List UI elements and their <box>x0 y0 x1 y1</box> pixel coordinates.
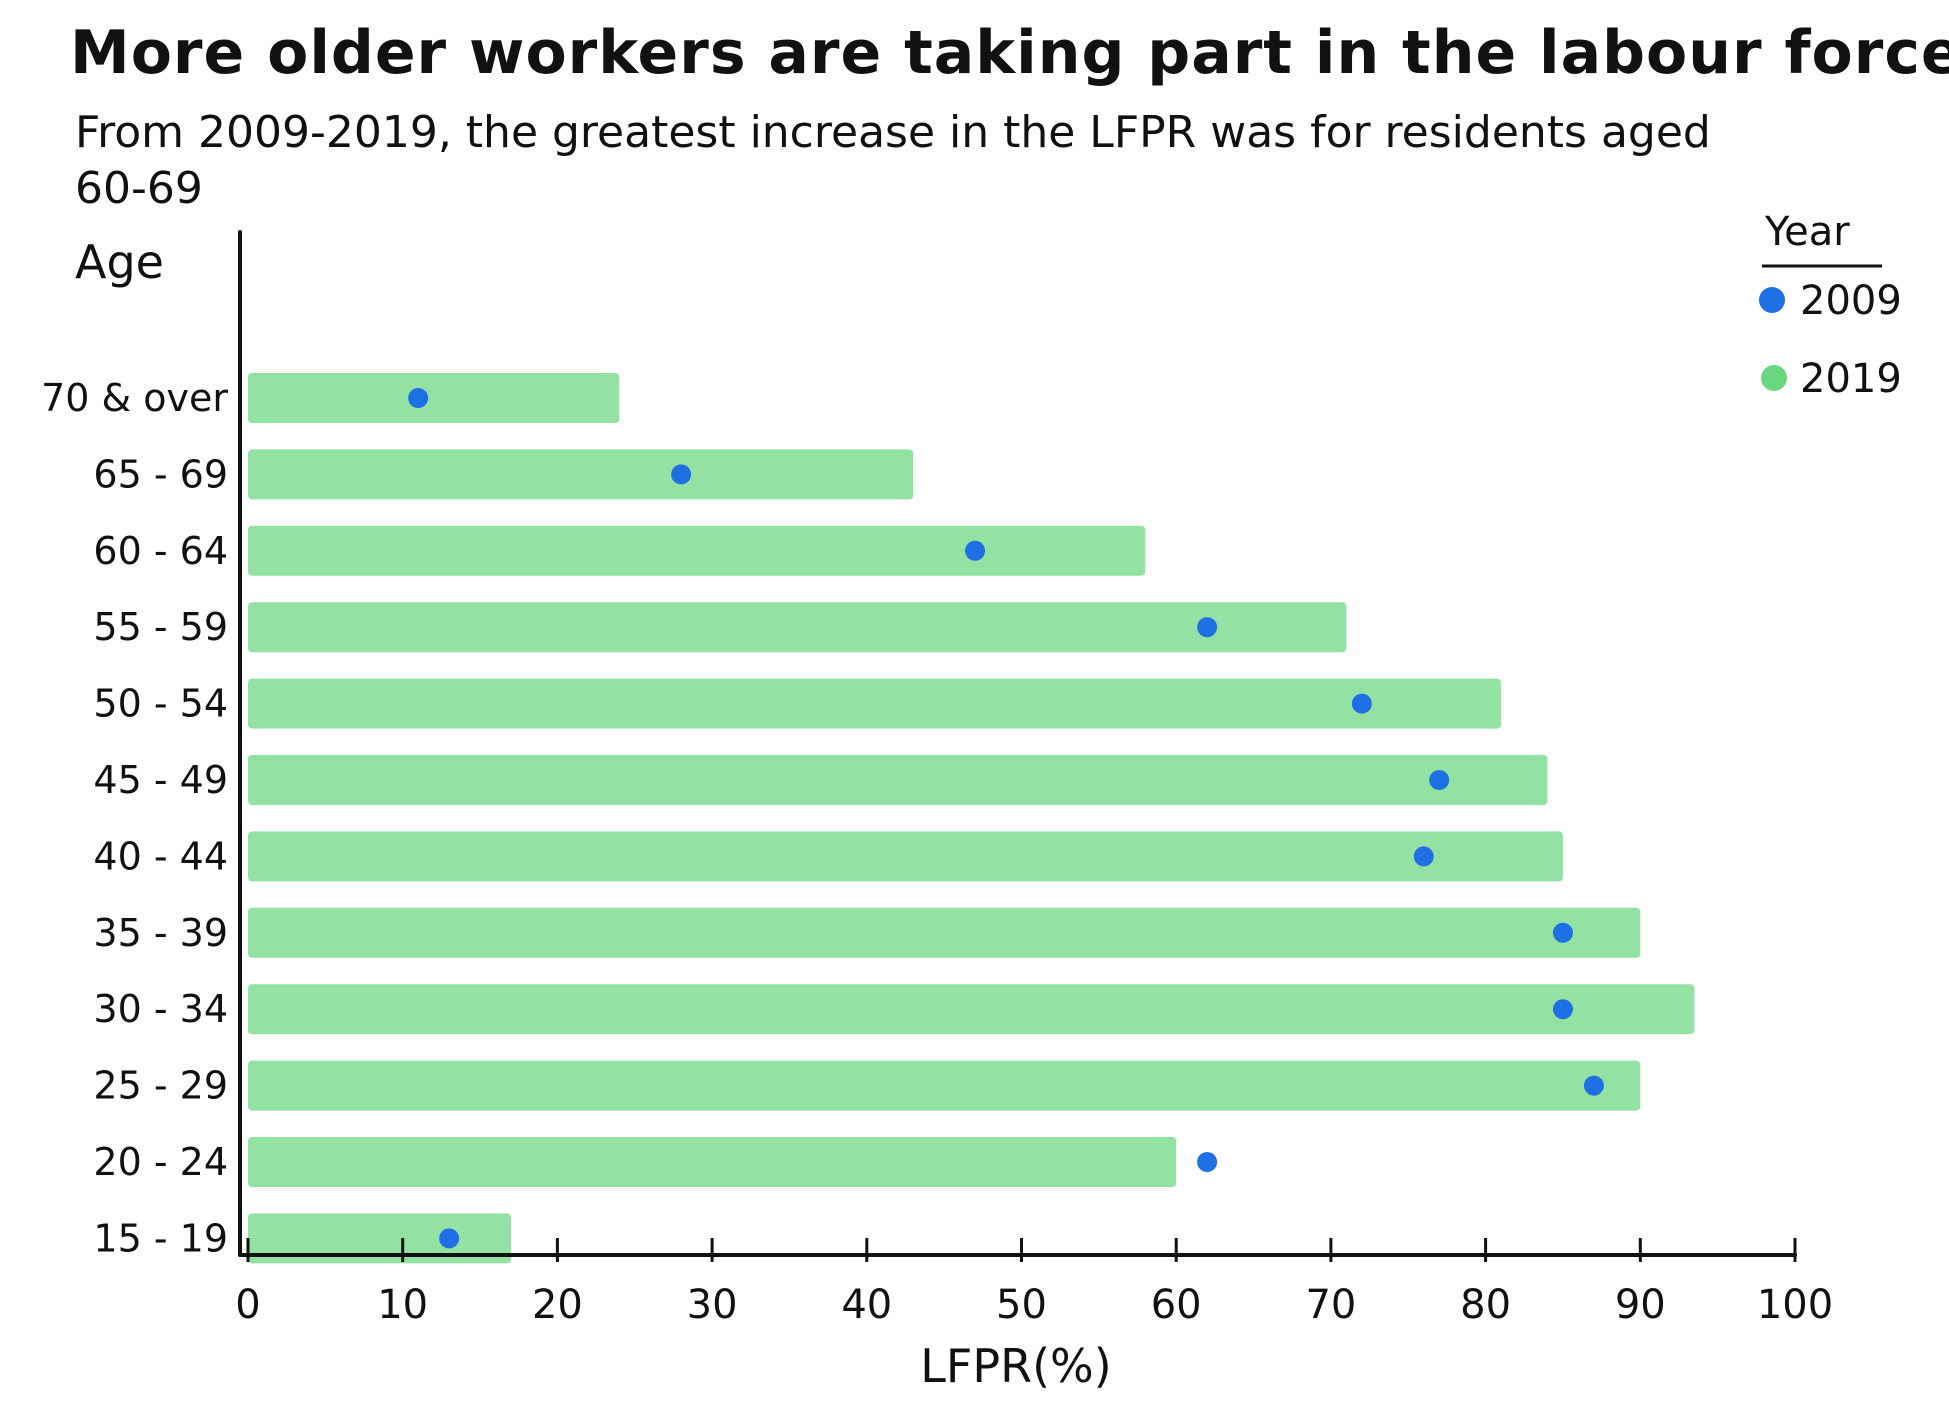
x-tick-label-20: 20 <box>532 1282 583 1328</box>
legend-label-2009: 2009 <box>1800 278 1902 324</box>
x-tick-label-90: 90 <box>1615 1282 1666 1328</box>
bar-2019-2 <box>248 525 1146 576</box>
legend: Year 2009 2019 <box>1759 209 1902 402</box>
category-label-8: 30 - 34 <box>93 987 228 1031</box>
dot-2009-0 <box>408 388 429 408</box>
x-tick-label-30: 30 <box>687 1282 738 1328</box>
x-axis-title: LFPR(%) <box>920 1339 1111 1393</box>
bar-2019-11 <box>248 1213 511 1264</box>
bar-2019-9 <box>248 1060 1641 1111</box>
x-tick-label-10: 10 <box>377 1282 428 1328</box>
bar-2019-5 <box>248 755 1548 805</box>
bars-layer <box>248 373 1695 1264</box>
category-label-9: 25 - 29 <box>93 1064 228 1108</box>
bar-2019-3 <box>248 602 1347 653</box>
x-ticks: 0 10 20 30 40 50 60 70 80 90 100 <box>235 1238 1833 1328</box>
dots-layer <box>408 388 1604 1249</box>
legend-swatch-2009 <box>1759 287 1785 313</box>
legend-swatch-2019 <box>1761 365 1787 391</box>
y-category-labels: 70 & over 65 - 69 60 - 64 55 - 59 50 - 54 45 … <box>41 376 228 1260</box>
bar-2019-1 <box>248 449 914 500</box>
category-label-0: 70 & over <box>41 376 228 420</box>
dot-2009-1 <box>671 464 692 485</box>
legend-title: Year <box>1764 209 1850 255</box>
category-label-6: 40 - 44 <box>93 834 228 878</box>
x-tick-label-0: 0 <box>235 1282 260 1328</box>
dot-2009-5 <box>1429 770 1450 790</box>
bar-2019-10 <box>248 1137 1177 1187</box>
chart-title: More older workers are taking part in th… <box>70 18 1949 88</box>
category-label-1: 65 - 69 <box>93 452 228 496</box>
x-tick-label-60: 60 <box>1151 1282 1202 1328</box>
category-label-4: 50 - 54 <box>93 682 228 726</box>
dot-2009-10 <box>1197 1152 1218 1172</box>
bar-2019-8 <box>248 984 1695 1035</box>
dot-2009-7 <box>1552 922 1573 943</box>
bar-2019-6 <box>248 831 1563 882</box>
dot-2009-4 <box>1351 693 1372 714</box>
x-tick-label-70: 70 <box>1305 1282 1356 1328</box>
bar-2019-4 <box>248 678 1502 729</box>
dot-2009-8 <box>1552 999 1573 1020</box>
y-axis-title: Age <box>75 235 164 289</box>
bar-2019-0 <box>248 373 620 423</box>
chart-subtitle: From 2009-2019, the greatest increase in… <box>75 107 1711 214</box>
dot-2009-11 <box>439 1228 460 1249</box>
category-label-10: 20 - 24 <box>93 1140 228 1184</box>
dot-2009-9 <box>1583 1075 1604 1096</box>
x-tick-label-100: 100 <box>1757 1282 1833 1328</box>
legend-label-2019: 2019 <box>1800 356 1902 402</box>
bar-2019-7 <box>248 907 1641 958</box>
x-tick-label-40: 40 <box>841 1282 892 1328</box>
dot-2009-6 <box>1413 846 1434 867</box>
dot-2009-3 <box>1197 617 1218 638</box>
dot-2009-2 <box>965 540 986 561</box>
x-tick-label-50: 50 <box>996 1282 1047 1328</box>
x-tick-label-80: 80 <box>1460 1282 1511 1328</box>
category-label-3: 55 - 59 <box>93 605 228 649</box>
category-label-2: 60 - 64 <box>93 529 228 573</box>
category-label-7: 35 - 39 <box>93 911 228 955</box>
category-label-5: 45 - 49 <box>93 758 228 802</box>
category-label-11: 15 - 19 <box>93 1216 228 1260</box>
